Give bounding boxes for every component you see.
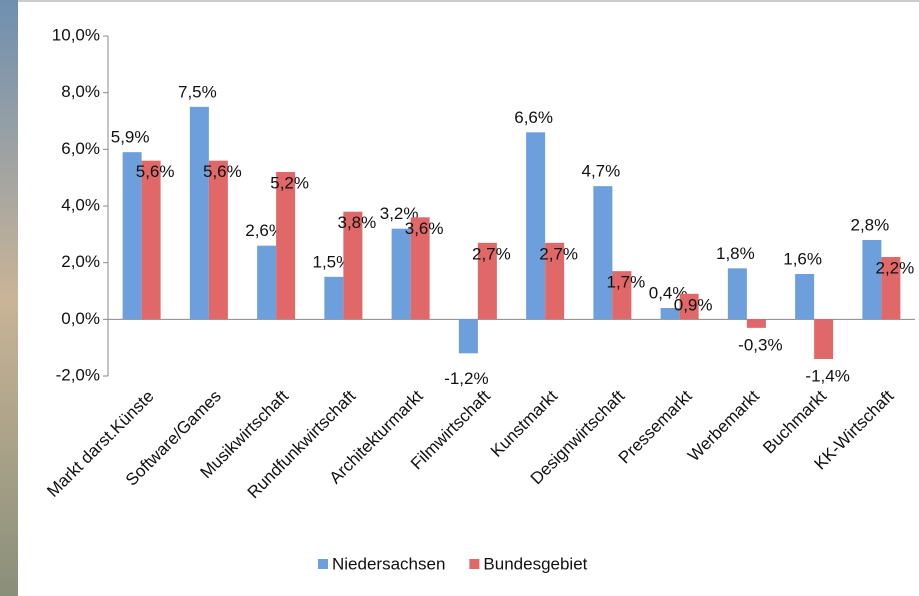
y-tick-label: -2,0% xyxy=(56,365,100,384)
value-label: 7,5% xyxy=(178,82,217,101)
value-label: 5,9% xyxy=(111,128,150,147)
bar xyxy=(526,132,545,319)
value-label: 2,7% xyxy=(472,244,511,263)
bar xyxy=(593,186,612,319)
y-tick-label: 8,0% xyxy=(61,82,100,101)
bar xyxy=(862,240,881,319)
bar xyxy=(209,161,228,320)
bar xyxy=(190,107,209,320)
value-label: -1,4% xyxy=(805,366,849,385)
bar xyxy=(324,277,343,320)
bar xyxy=(795,274,814,319)
value-label: -0,3% xyxy=(738,335,782,354)
chart: -2,0% 0,0% 2,0% 4,0% 6,0% 8,0% 10,0% 5,9% 7,5% 2,… xyxy=(0,0,919,596)
value-label: 3,8% xyxy=(338,213,377,232)
value-label: 6,6% xyxy=(514,108,553,127)
y-tick-label: 6,0% xyxy=(61,139,100,158)
value-label: 2,8% xyxy=(851,215,890,234)
value-label: 1,7% xyxy=(607,273,646,292)
value-label: 0,9% xyxy=(674,295,713,314)
bar xyxy=(276,172,295,319)
value-label: 1,6% xyxy=(783,249,822,268)
legend-label: Bundesgebiet xyxy=(483,554,587,573)
value-label: 4,7% xyxy=(582,162,621,181)
value-label: 3,6% xyxy=(405,219,444,238)
y-tick-label: 10,0% xyxy=(52,25,100,44)
value-label: 5,6% xyxy=(136,162,175,181)
bar xyxy=(728,268,747,319)
value-label: 2,2% xyxy=(876,258,915,277)
value-label: -1,2% xyxy=(444,369,488,388)
value-label: 2,7% xyxy=(539,244,578,263)
background-photo xyxy=(0,0,18,596)
bar xyxy=(392,229,411,320)
bar xyxy=(142,161,161,320)
value-label: 5,2% xyxy=(270,173,309,192)
bar xyxy=(814,319,833,359)
y-tick-label: 4,0% xyxy=(61,195,100,214)
bar xyxy=(257,246,276,320)
y-tick-label: 0,0% xyxy=(61,309,100,328)
value-label: 1,8% xyxy=(716,244,755,263)
legend-swatch xyxy=(469,559,479,569)
y-tick-label: 2,0% xyxy=(61,252,100,271)
value-label: 5,6% xyxy=(203,162,242,181)
bar xyxy=(459,319,478,353)
bar xyxy=(747,319,766,328)
legend-label: Niedersachsen xyxy=(332,554,445,573)
legend-swatch xyxy=(318,559,328,569)
